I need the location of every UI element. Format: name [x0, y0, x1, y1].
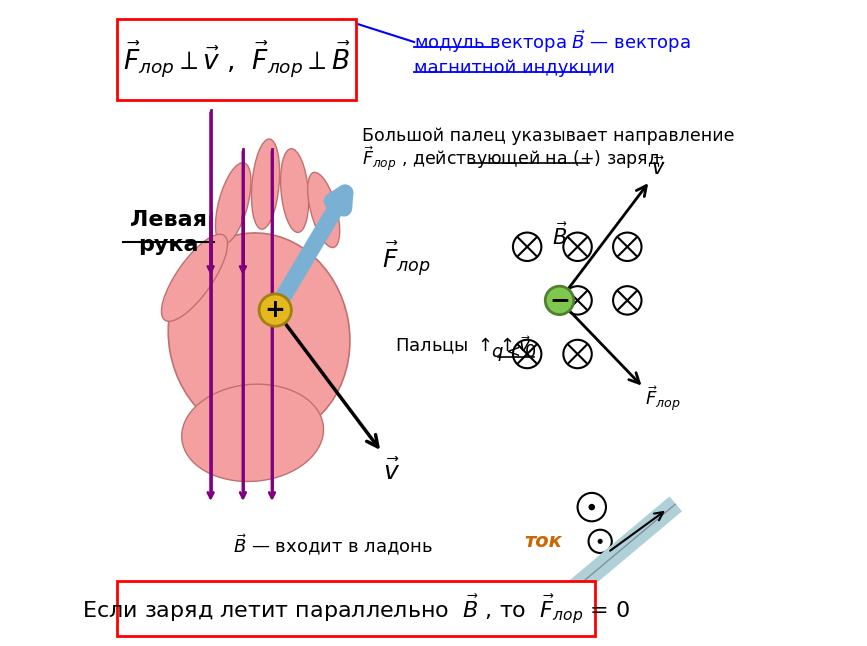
- Text: Если заряд летит параллельно  $\vec{B}$ , то  $\vec{F}_{лор}$ = 0: Если заряд летит параллельно $\vec{B}$ ,…: [81, 592, 630, 626]
- Text: $q < 0$: $q < 0$: [492, 342, 537, 362]
- Text: $\vec{F}_{лор}$ , действующей на (+) заряд.: $\vec{F}_{лор}$ , действующей на (+) зар…: [362, 144, 666, 172]
- Text: $\vec{F}_{лор}\perp\vec{v}$ ,  $\vec{F}_{лор}\perp\vec{B}$: $\vec{F}_{лор}\perp\vec{v}$ , $\vec{F}_{…: [123, 39, 350, 80]
- FancyBboxPatch shape: [117, 581, 595, 636]
- Text: $\vec{F}_{лор}$: $\vec{F}_{лор}$: [381, 239, 431, 278]
- Ellipse shape: [168, 233, 350, 439]
- Ellipse shape: [182, 384, 323, 481]
- Ellipse shape: [251, 139, 280, 229]
- Text: $\vec{B}$ — входит в ладонь: $\vec{B}$ — входит в ладонь: [233, 534, 434, 558]
- Ellipse shape: [161, 234, 227, 321]
- Ellipse shape: [216, 163, 251, 244]
- Text: Большой палец указывает направление: Большой палец указывает направление: [362, 127, 735, 145]
- Circle shape: [597, 539, 603, 544]
- Text: $\vec{B}$: $\vec{B}$: [551, 222, 567, 249]
- Text: $\vec{v}$: $\vec{v}$: [383, 459, 400, 484]
- Text: Левая
рука: Левая рука: [130, 210, 207, 255]
- Text: +: +: [264, 298, 285, 322]
- Text: магнитной индукции: магнитной индукции: [414, 59, 615, 77]
- FancyBboxPatch shape: [117, 19, 356, 100]
- Text: модуль вектора $\vec{B}$ — вектора: модуль вектора $\vec{B}$ — вектора: [414, 28, 691, 56]
- Text: Пальцы $\uparrow\uparrow\vec{v}$: Пальцы $\uparrow\uparrow\vec{v}$: [394, 335, 531, 357]
- Circle shape: [545, 286, 574, 315]
- Text: ток: ток: [525, 532, 563, 551]
- Text: −: −: [549, 288, 570, 313]
- Text: $\vec{F}_{лор}$: $\vec{F}_{лор}$: [645, 385, 681, 413]
- Circle shape: [259, 294, 291, 326]
- Ellipse shape: [308, 172, 340, 247]
- Text: $\vec{v}$: $\vec{v}$: [651, 156, 666, 180]
- Circle shape: [590, 505, 594, 510]
- Ellipse shape: [281, 149, 309, 233]
